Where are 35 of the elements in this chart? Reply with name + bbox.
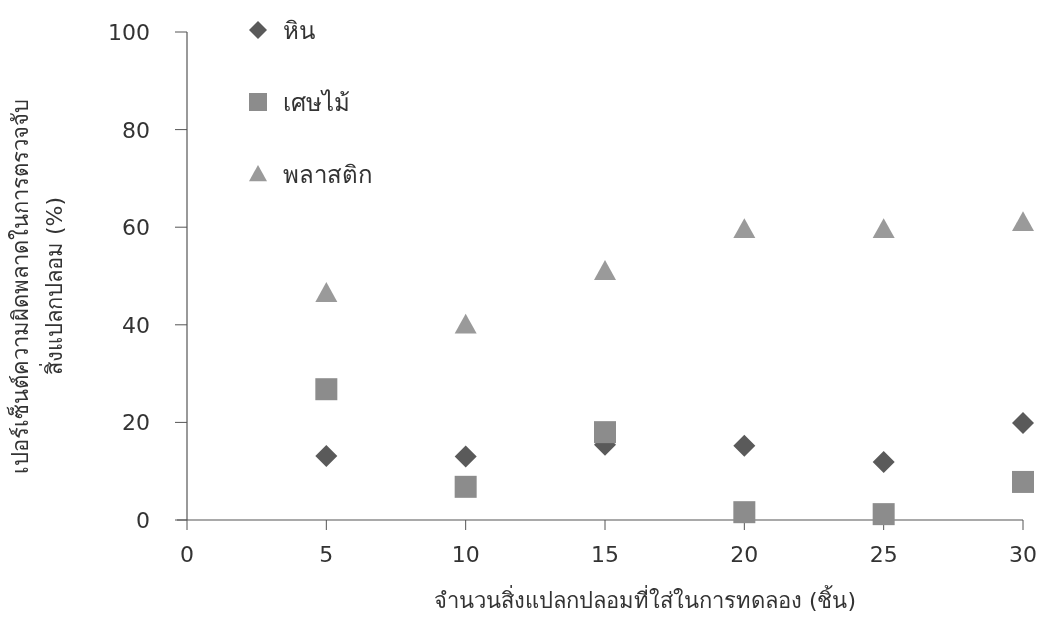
point: [594, 421, 616, 444]
point: [1012, 411, 1034, 434]
x-tick-label: 20: [730, 542, 759, 567]
point: [315, 378, 338, 401]
point: [315, 445, 338, 468]
point: [733, 218, 756, 238]
x-tick-label: 30: [1009, 542, 1037, 567]
point: [1012, 470, 1034, 493]
legend-label: เศษไม้: [283, 89, 350, 117]
point: [1012, 211, 1034, 232]
point: [872, 218, 895, 238]
x-axis-title: จำนวนสิ่งแปลกปลอมที่ใส่ในการทดลอง (ชิ้น): [433, 585, 857, 613]
point: [315, 282, 338, 302]
point: [594, 260, 616, 280]
point: [872, 503, 895, 526]
y-tick-label: 100: [108, 20, 150, 45]
y-tick-label: 20: [122, 410, 150, 436]
x-tick-label: 10: [451, 542, 480, 567]
point: [733, 501, 756, 524]
point: [454, 313, 477, 334]
y-tick-label: 0: [136, 508, 150, 533]
y-axis-title: เปอร์เซ็นต์ความผิดพลาดในการตรวจจับ สิ่งแปลกปลอม (%): [6, 98, 67, 474]
point: [454, 445, 477, 468]
y-tick-label: 40: [122, 312, 150, 338]
x-tick-label: 0: [180, 542, 194, 567]
y-tick-label: 60: [122, 215, 150, 241]
y-tick-label: 80: [122, 117, 150, 143]
point: [454, 475, 477, 498]
point: [872, 450, 895, 473]
x-tick-label: 15: [591, 542, 619, 567]
x-tick-label: 25: [869, 542, 898, 567]
x-tick-label: 5: [319, 542, 334, 567]
legend-label: หิน: [283, 17, 315, 45]
point: [733, 434, 756, 457]
legend-label: พลาสติก: [283, 161, 373, 189]
